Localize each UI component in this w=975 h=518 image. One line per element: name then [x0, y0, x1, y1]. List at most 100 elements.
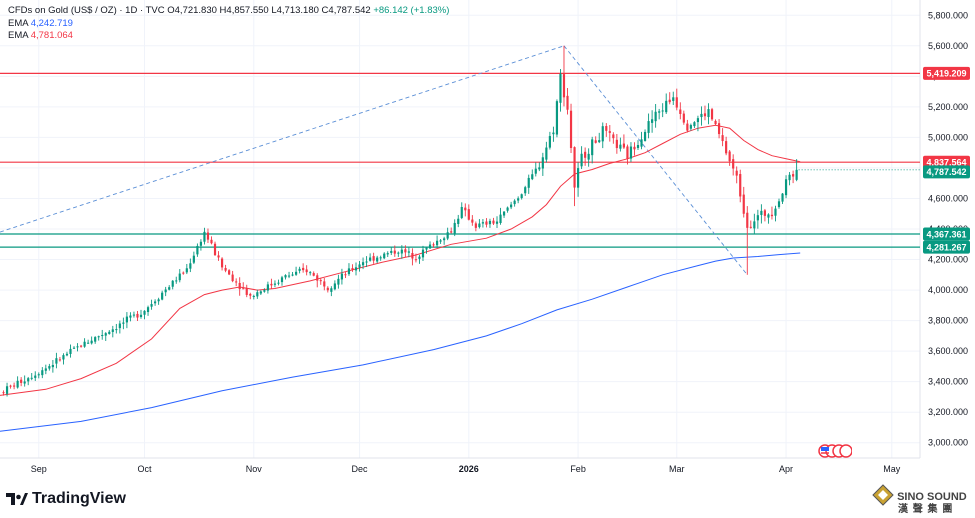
candle-body [20, 379, 23, 383]
candle-body [566, 95, 569, 110]
candle-body [675, 97, 678, 108]
candle-body [125, 316, 128, 323]
candle-body [48, 366, 51, 369]
candle-body [682, 113, 685, 123]
candle-body [668, 99, 671, 103]
candle-body [425, 247, 428, 250]
candle-body [5, 386, 9, 394]
candle-body [517, 198, 520, 201]
candle-body [104, 333, 107, 336]
candle-body [242, 288, 245, 290]
price-tags: 5,419.209 4,837.564 4,367.361 4,281.267 4,78… [798, 66, 970, 254]
candle-body [171, 280, 174, 287]
y-tick-label: 4,600.000 [928, 193, 968, 203]
candle-body [27, 378, 30, 382]
y-tick-label: 3,800.000 [928, 316, 968, 326]
candle-body [203, 231, 206, 242]
candle-body [569, 110, 573, 148]
candle-body [337, 278, 340, 285]
candle-body [44, 368, 47, 371]
candle-body [467, 209, 470, 220]
candle-body [340, 273, 344, 280]
candle-body [87, 342, 90, 344]
candle-body [492, 220, 495, 224]
ema-1-value: 4,242.719 [30, 17, 73, 29]
y-tick-label: 3,000.000 [928, 438, 968, 448]
watermark-cn-text: 漢 聲 集 團 [898, 504, 954, 515]
candle-body [390, 250, 393, 253]
high-value: 4,857.550 [226, 5, 269, 16]
candle-body [154, 301, 157, 304]
candle-body [562, 74, 566, 98]
candle-body [520, 194, 523, 199]
close-value: 4,787.542 [328, 5, 371, 16]
candle-body [344, 274, 347, 276]
candle-body [309, 272, 312, 274]
candle-body [689, 125, 692, 129]
candle-body [714, 120, 717, 125]
candle-body [249, 293, 252, 296]
candle-body [717, 123, 721, 135]
candle-body [756, 215, 759, 221]
candle-body [178, 273, 181, 281]
candle-body [665, 100, 668, 113]
x-tick-label: May [883, 464, 901, 474]
candle-body [601, 126, 604, 142]
y-tick-label: 5,000.000 [928, 132, 968, 142]
y-tick-label: 4,000.000 [928, 285, 968, 295]
candle-body [58, 359, 62, 361]
candle-body [312, 273, 315, 276]
candle-body [23, 381, 26, 384]
candle-body [647, 121, 650, 133]
level-tag-4-label: 4,281.267 [926, 242, 966, 252]
candle-body [182, 272, 185, 274]
tradingview-logo[interactable]: TradingView [6, 490, 126, 508]
time-axis[interactable]: Sep Oct Nov Dec 2026 Feb Mar Apr May [31, 464, 901, 474]
candle-body [146, 307, 150, 313]
candle-body [294, 271, 298, 275]
candle-body [661, 110, 664, 112]
trend-line [0, 45, 565, 233]
ema-legend-1[interactable]: EMA 4,242.719 [8, 18, 449, 31]
event-flags[interactable] [818, 444, 853, 463]
candle-body [41, 370, 44, 376]
candle-body [55, 358, 58, 364]
level-tag-3-bg [923, 227, 970, 241]
y-tick-label: 5,800.000 [928, 10, 968, 20]
candle-body [245, 288, 248, 295]
candle-body [97, 336, 100, 338]
candle-body [231, 274, 234, 282]
candle-body [792, 174, 795, 177]
symbol-title[interactable]: CFDs on Gold (US$ / OZ) · 1D · TVC [8, 5, 165, 16]
candle-body [548, 136, 551, 148]
candle-body [358, 264, 361, 268]
ema-2-name: EMA [8, 30, 29, 41]
candlesticks [2, 45, 798, 397]
candle-body [739, 174, 742, 197]
candle-body [605, 126, 608, 131]
candle-body [217, 255, 220, 258]
candle-body [506, 207, 509, 211]
candle-body [199, 241, 203, 246]
flag-icon[interactable] [818, 444, 853, 458]
candle-body [432, 244, 435, 246]
candle-body [795, 169, 798, 180]
candle-body [513, 200, 516, 205]
candle-body [651, 119, 654, 123]
x-tick-label: Apr [779, 464, 793, 474]
ema-legend-2[interactable]: EMA 4,781.064 [8, 30, 449, 43]
candle-body [485, 221, 488, 225]
candle-body [464, 207, 467, 211]
candle-body [383, 253, 386, 259]
candle-body [287, 275, 291, 277]
candle-body [524, 187, 527, 194]
candle-body [101, 335, 104, 337]
candle-body [626, 146, 629, 159]
candle-body [143, 310, 146, 315]
candle-body [139, 314, 143, 318]
candle-body [693, 122, 696, 127]
candle-body [615, 139, 618, 149]
candle-body [658, 111, 661, 113]
candle-body [30, 377, 33, 379]
